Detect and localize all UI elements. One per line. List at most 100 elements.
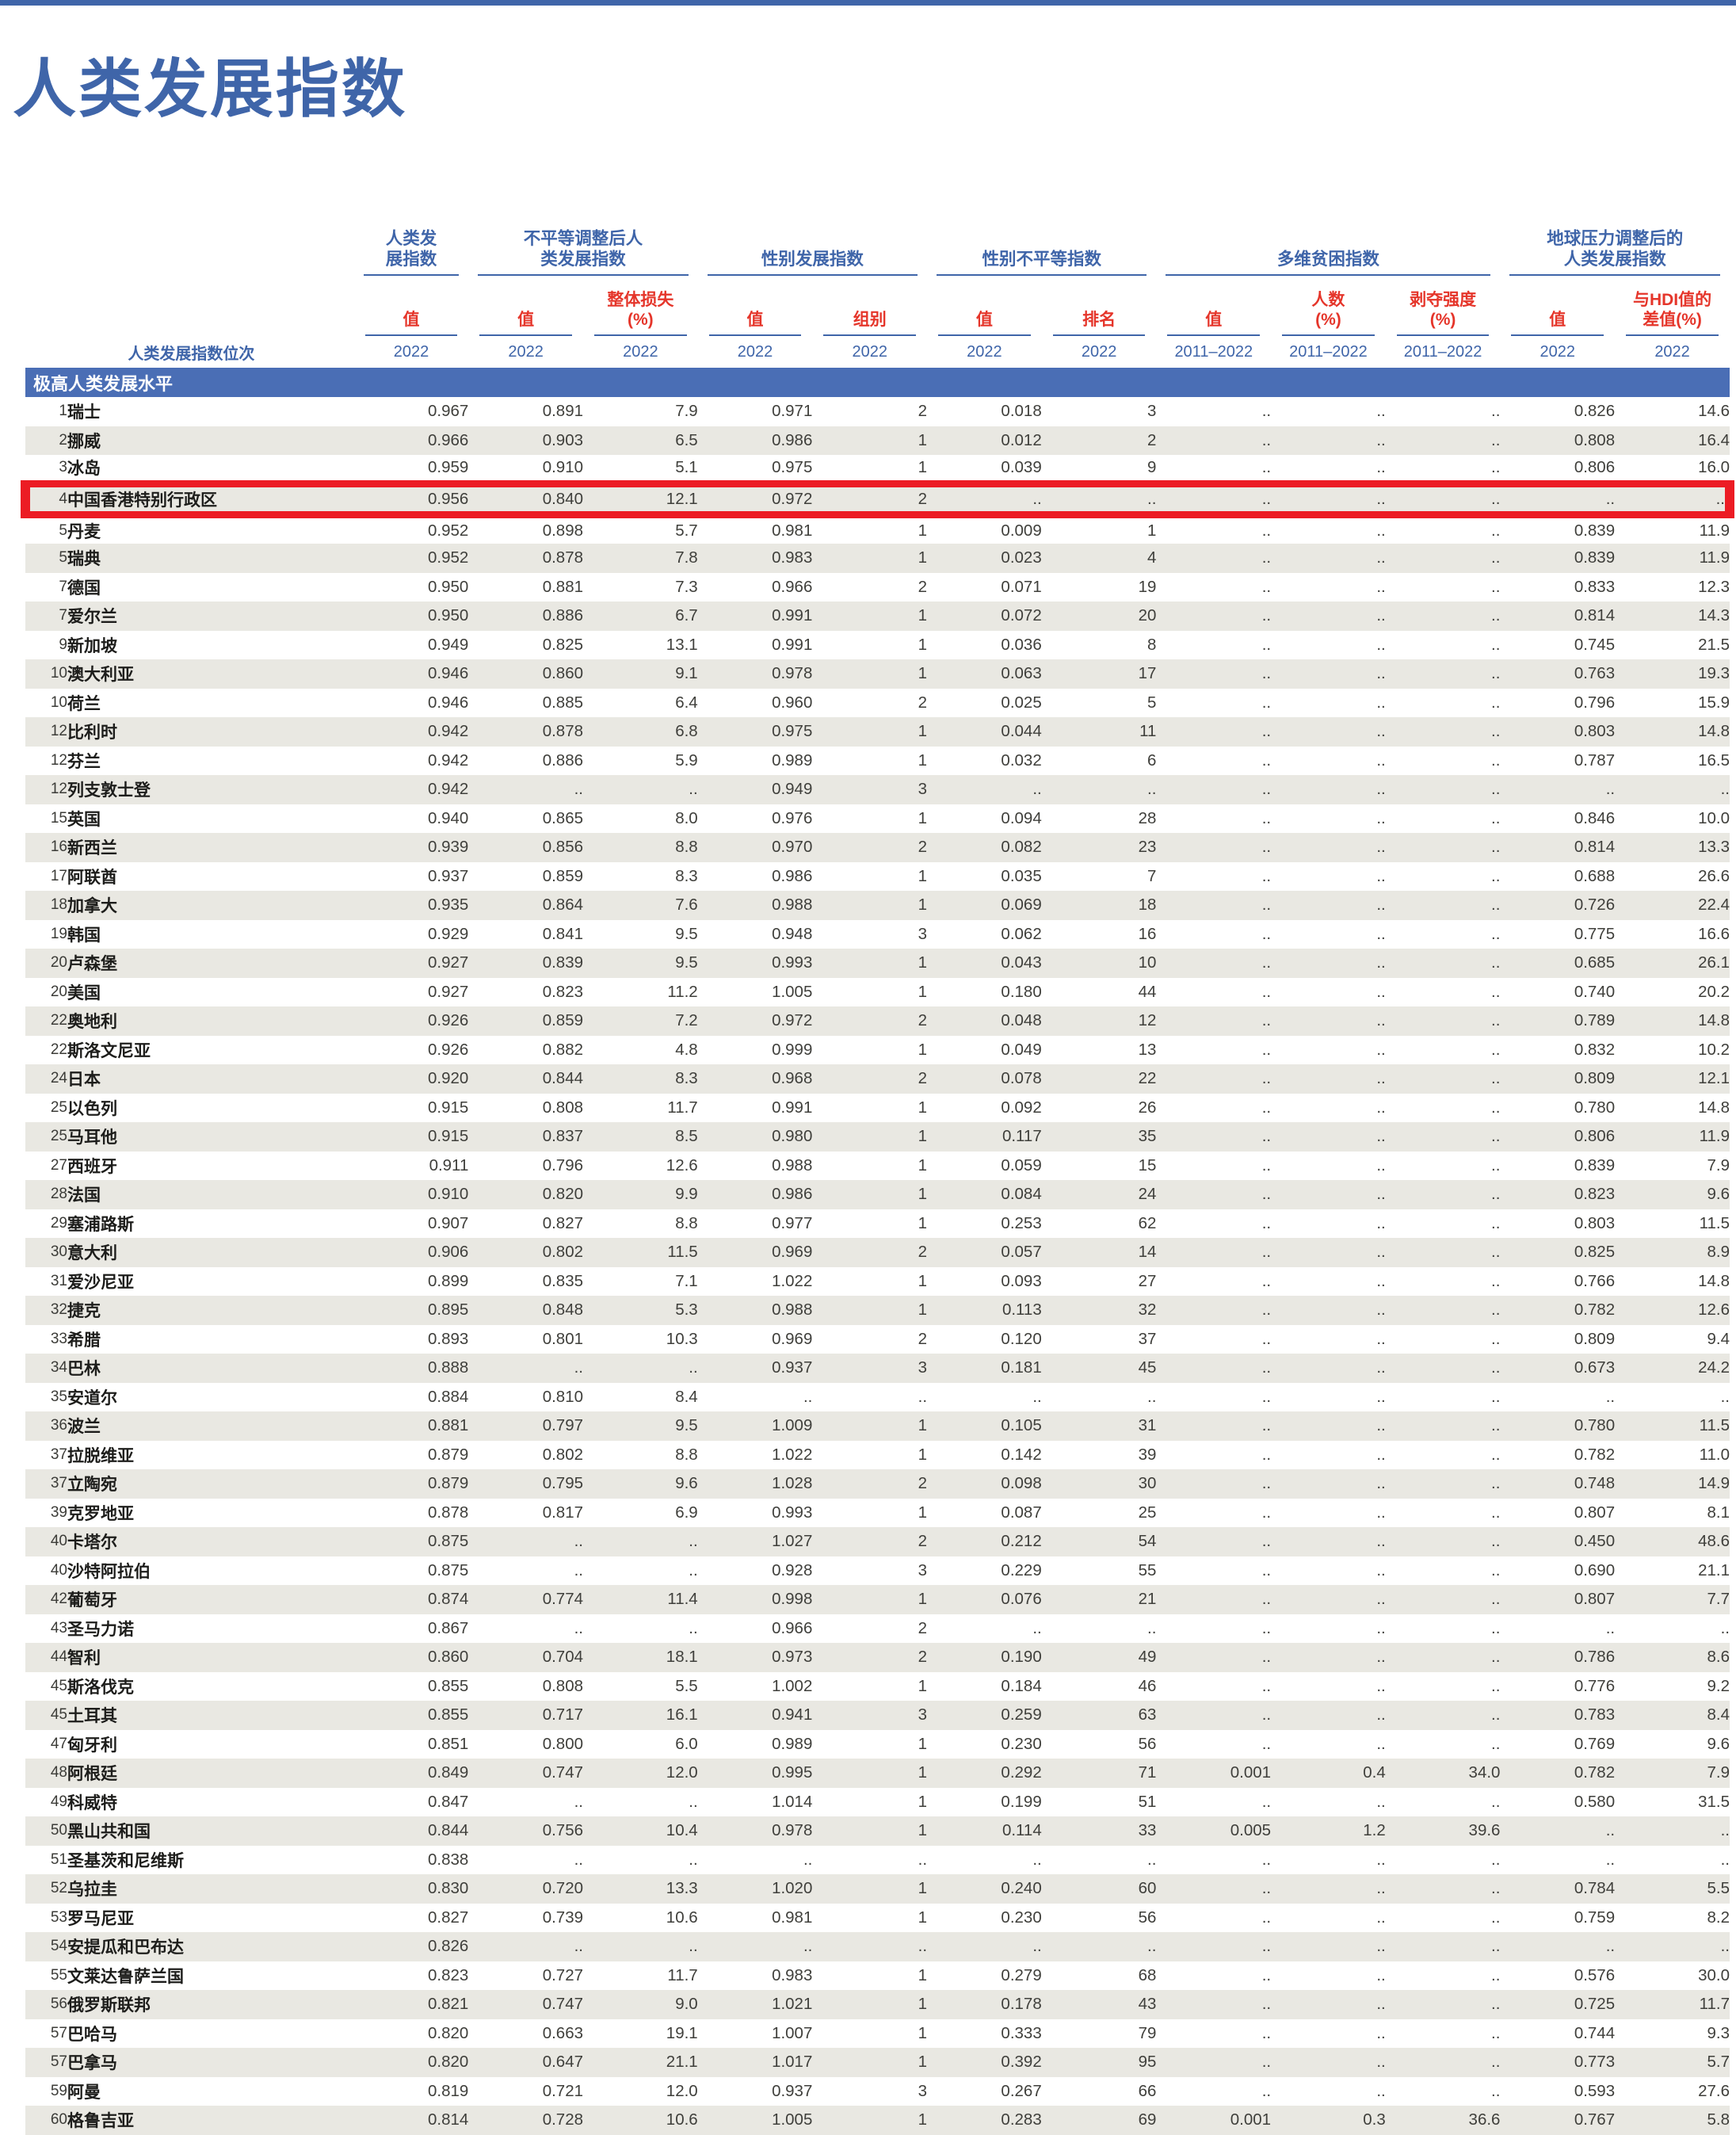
row-value: 11.5 — [667, 1243, 698, 1262]
row-value: 21.1 — [666, 2053, 698, 2072]
row-value: 2 — [1147, 430, 1157, 449]
row-value: 1 — [918, 896, 928, 915]
row-value: 0.782 — [1574, 1300, 1616, 1320]
row-rank: 50 — [50, 1822, 67, 1839]
row-value: 0.966 — [772, 577, 813, 596]
row-value: .. — [1376, 2081, 1386, 2100]
row-value: 0.989 — [772, 750, 813, 770]
row-value: .. — [1491, 1213, 1501, 1232]
row-value: 0.875 — [428, 1560, 469, 1579]
row-value: .. — [1376, 838, 1386, 857]
row-value: 0.926 — [428, 1011, 469, 1030]
row-value: 0.973 — [772, 1648, 813, 1667]
row-value: .. — [1376, 750, 1386, 770]
row-value: 39.6 — [1468, 1821, 1501, 1840]
row-value: 1 — [918, 1445, 928, 1464]
row-value: .. — [1491, 1300, 1501, 1320]
row-value: 37 — [1138, 1329, 1157, 1348]
row-value: .. — [1720, 1618, 1730, 1637]
row-value: .. — [1491, 1387, 1501, 1406]
row-country: 沙特阿拉伯 — [67, 1562, 151, 1581]
sub-phdi-diff: 与HDI值的 差值(%) — [1615, 276, 1730, 336]
row-rank: 55 — [50, 1966, 67, 1984]
row-value: 1.2 — [1363, 1821, 1386, 1840]
row-value: 0.823 — [428, 1965, 469, 1984]
row-value: 3 — [1147, 402, 1157, 421]
row-value: 7.9 — [1707, 1155, 1730, 1174]
row-value: .. — [1261, 1011, 1272, 1030]
sub-label: 值 — [938, 311, 1031, 336]
row-value: 2 — [918, 1618, 928, 1637]
table-row: 32 捷克 0.895 0.848 5.3 0.988 1 0.113 32...... 0.78… — [25, 1296, 1730, 1325]
row-value: 55 — [1138, 1560, 1157, 1579]
row-country: 智利 — [67, 1649, 101, 1668]
row-value: 0.895 — [428, 1300, 469, 1320]
row-value: 54 — [1138, 1532, 1157, 1551]
row-value: .. — [1376, 1213, 1386, 1232]
row-value: 11.5 — [1699, 1213, 1730, 1232]
row-rank: 7 — [59, 607, 67, 624]
top-rule — [0, 0, 1736, 6]
row-value: 9.4 — [1707, 1329, 1730, 1348]
row-value: 0.032 — [1001, 750, 1042, 770]
row-value: 0.181 — [1001, 1358, 1042, 1377]
row-value: 0.878 — [428, 1503, 469, 1522]
row-value: 16 — [1138, 924, 1157, 943]
row-value: 1 — [918, 1271, 928, 1290]
row-value: 14.9 — [1698, 1474, 1730, 1493]
row-rank: 34 — [50, 1359, 67, 1377]
table-row: 7 爱尔兰 0.950 0.886 6.7 0.991 1 0.072 20...... 0.81… — [25, 602, 1730, 631]
row-value: 0.940 — [428, 808, 469, 827]
row-value: .. — [1491, 1618, 1501, 1637]
row-value: 0.229 — [1001, 1560, 1042, 1579]
row-value: 8.1 — [1707, 1503, 1730, 1522]
row-value: .. — [1491, 953, 1501, 972]
row-value: 0.856 — [542, 838, 584, 857]
row-value: .. — [1261, 722, 1272, 741]
table-row: 30 意大利 0.906 0.802 11.5 0.969 2 0.057 14...... 0.… — [25, 1238, 1730, 1267]
row-value: 8.3 — [675, 1069, 698, 1088]
row-rank: 45 — [50, 1706, 67, 1724]
row-value: 3 — [918, 780, 928, 799]
row-value: 14.6 — [1698, 402, 1730, 421]
row-value: .. — [689, 1532, 698, 1551]
row-value: 0.950 — [428, 606, 469, 625]
row-country: 巴哈马 — [67, 2025, 117, 2044]
group-phdi-label: 地球压力调整后的 人类发展指数 — [1509, 228, 1720, 276]
table-row: 54 安提瓜和巴布达 0.826...................... — [25, 1932, 1730, 1961]
row-value: 0.814 — [1574, 606, 1616, 625]
row-value: .. — [1491, 458, 1501, 476]
row-value: 0.986 — [772, 866, 813, 885]
sub-gii-value: 值 — [927, 276, 1042, 336]
row-value: .. — [1615, 480, 1734, 518]
row-rank: 9 — [59, 636, 67, 653]
row-value: 0.009 — [1001, 521, 1042, 540]
row-value: 0.178 — [1001, 1995, 1042, 2014]
table-row: 40 卡塔尔 0.875.... 1.027 2 0.212 54...... 0.450 48… — [25, 1527, 1730, 1556]
row-value: .. — [1376, 1185, 1386, 1204]
row-value: 0.184 — [1001, 1676, 1042, 1695]
row-value: 0.069 — [1001, 896, 1042, 915]
row-value: .. — [1261, 780, 1272, 799]
row-value: 0.978 — [772, 1821, 813, 1840]
row-value: 0.999 — [772, 1040, 813, 1059]
table-row: 12 芬兰 0.942 0.886 5.9 0.989 1 0.032 6...... 0.787… — [25, 747, 1730, 776]
row-country: 圣基茨和尼维斯 — [67, 1851, 184, 1870]
row-value: 0.062 — [1001, 924, 1042, 943]
row-value: .. — [1376, 1503, 1386, 1522]
row-value: 0.825 — [542, 635, 584, 654]
sub-label: 值 — [1511, 311, 1604, 336]
row-country: 瑞士 — [67, 403, 101, 422]
row-value: 0.988 — [772, 1155, 813, 1174]
row-value: 7 — [1147, 866, 1157, 885]
row-value: .. — [1491, 838, 1501, 857]
row-value: .. — [574, 1618, 584, 1637]
row-value: 0.808 — [542, 1098, 584, 1117]
row-value: 0.082 — [1001, 838, 1042, 857]
row-value: 0.780 — [1574, 1098, 1616, 1117]
row-value: 0.981 — [772, 521, 813, 540]
group-gii-label: 性别不平等指数 — [937, 249, 1147, 276]
row-value: 0.647 — [542, 2053, 584, 2072]
row-value: 0.881 — [542, 577, 584, 596]
row-value: .. — [1376, 1069, 1386, 1088]
